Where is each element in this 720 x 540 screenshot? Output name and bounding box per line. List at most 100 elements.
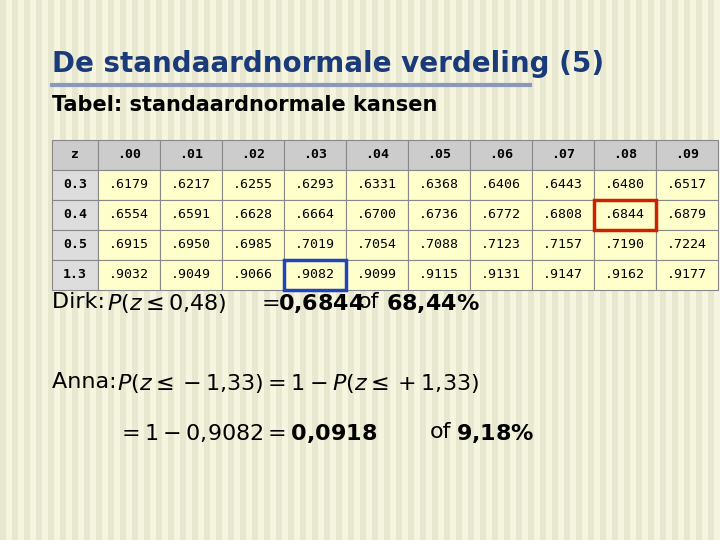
Bar [180,0,186,540]
Text: .6664: .6664 [295,208,335,221]
Text: Tabel: standaardnormale kansen: Tabel: standaardnormale kansen [52,95,437,115]
Bar [408,0,414,540]
Text: $P(z \leq 0{,}48)$: $P(z \leq 0{,}48)$ [107,292,226,315]
Text: $\mathbf{9{,}18\%}$: $\mathbf{9{,}18\%}$ [456,422,534,445]
Bar [532,260,594,290]
Text: .9177: .9177 [667,268,707,281]
Bar [396,0,402,540]
Bar [222,170,284,200]
Text: 1.3: 1.3 [63,268,87,281]
Bar [708,0,714,540]
Bar [470,140,532,170]
Bar [594,170,656,200]
Text: .9147: .9147 [543,268,583,281]
Bar [648,0,654,540]
Bar [96,0,102,540]
Text: .7157: .7157 [543,239,583,252]
Text: 0.5: 0.5 [63,239,87,252]
Text: .9131: .9131 [481,268,521,281]
Bar [168,0,174,540]
Bar [52,200,98,230]
Bar [132,0,138,540]
Text: .02: .02 [241,148,265,161]
Bar [336,0,342,540]
Bar [346,140,408,170]
Bar [684,0,690,540]
Bar [98,170,160,200]
Bar [594,230,656,260]
Bar [532,140,594,170]
Text: .6879: .6879 [667,208,707,221]
Bar [84,0,90,540]
Bar [98,140,160,170]
Bar [346,170,408,200]
Bar [372,0,378,540]
Bar [432,0,438,540]
Bar [60,0,66,540]
Bar [552,0,558,540]
Bar [120,0,126,540]
Text: .05: .05 [427,148,451,161]
Bar [288,0,294,540]
Bar [408,260,470,290]
Bar [222,140,284,170]
Text: .6255: .6255 [233,179,273,192]
Text: $\mathbf{0{,}6844}$: $\mathbf{0{,}6844}$ [278,292,365,315]
Bar [564,0,570,540]
Bar [348,0,354,540]
Text: .9162: .9162 [605,268,645,281]
Bar [284,170,346,200]
Bar [516,0,522,540]
Text: .01: .01 [179,148,203,161]
Text: .00: .00 [117,148,141,161]
Text: .6700: .6700 [357,208,397,221]
Bar [346,260,408,290]
Bar [656,200,718,230]
Text: 0.3: 0.3 [63,179,87,192]
Bar [108,0,114,540]
Text: .6950: .6950 [171,239,211,252]
Bar [52,260,98,290]
Bar [324,0,330,540]
Bar [408,170,470,200]
Bar [656,230,718,260]
Bar [470,170,532,200]
Text: .6179: .6179 [109,179,149,192]
Bar [252,0,258,540]
Bar [594,200,656,230]
Bar [600,0,606,540]
Bar [192,0,198,540]
Bar [408,230,470,260]
Text: .6480: .6480 [605,179,645,192]
Text: of: of [430,422,451,442]
Text: .6844: .6844 [605,208,645,221]
Bar [216,0,222,540]
Bar [576,0,582,540]
Text: .9099: .9099 [357,268,397,281]
Bar [12,0,18,540]
Text: .6517: .6517 [667,179,707,192]
Text: .04: .04 [365,148,389,161]
Bar [222,230,284,260]
Text: 0.4: 0.4 [63,208,87,221]
Text: .6736: .6736 [419,208,459,221]
Bar [384,0,390,540]
Bar [284,260,346,290]
Text: .6406: .6406 [481,179,521,192]
Bar [408,140,470,170]
Text: .6368: .6368 [419,179,459,192]
Text: .03: .03 [303,148,327,161]
Bar [470,230,532,260]
Bar [72,0,78,540]
Bar [528,0,534,540]
Text: .06: .06 [489,148,513,161]
Bar [656,260,718,290]
Bar [222,200,284,230]
Bar [264,0,270,540]
Bar [0,0,6,540]
Bar [346,200,408,230]
Text: .7224: .7224 [667,239,707,252]
Bar [636,0,642,540]
Bar [594,260,656,290]
Bar [98,200,160,230]
